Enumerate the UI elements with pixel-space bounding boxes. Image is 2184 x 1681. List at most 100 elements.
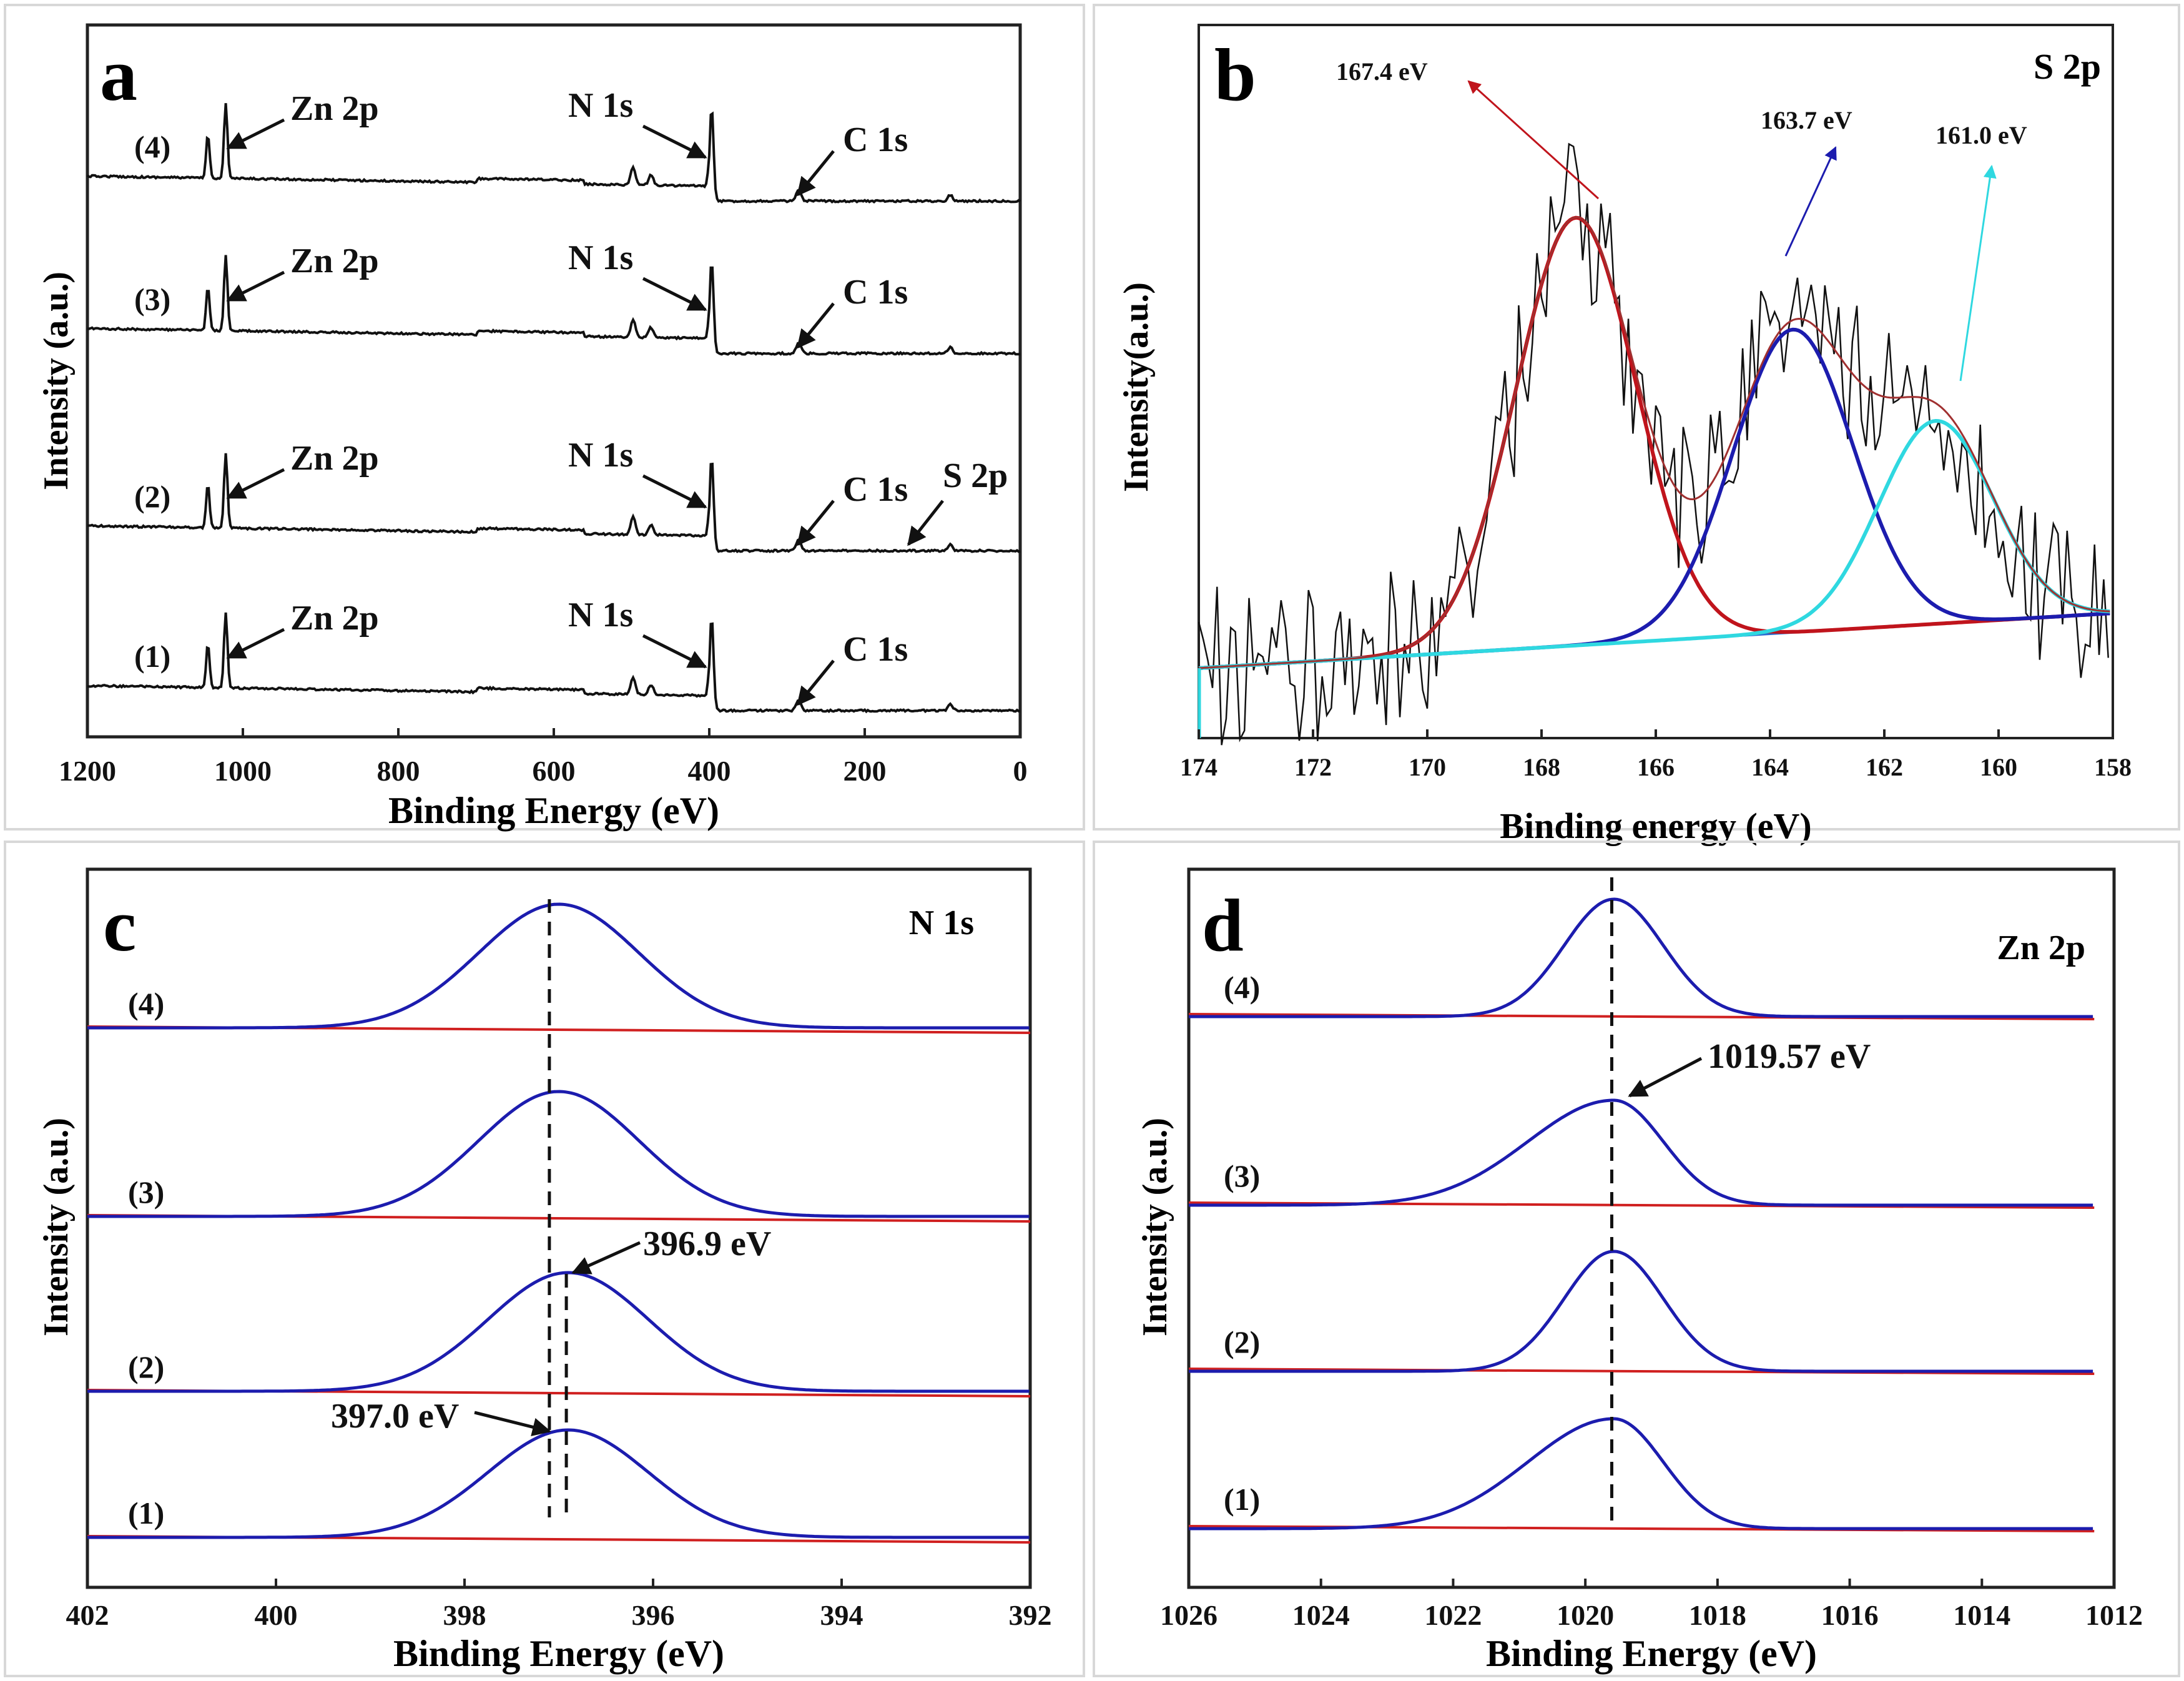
arrow-163 [1784, 146, 1837, 257]
x-tick-label: 1024 [1292, 1599, 1350, 1631]
panel-a-series [86, 103, 1021, 714]
panel-c-x-ticks: 402 400 398 396 394 392 [66, 1579, 1052, 1631]
panel-b-title: S 2p [2034, 46, 2101, 87]
arrow-c1s [797, 500, 835, 546]
x-tick-label: 164 [1751, 753, 1789, 781]
x-tick-label: 1016 [1821, 1599, 1879, 1631]
label-397-0: 397.0 eV [331, 1397, 459, 1436]
panel-b-curves: 167.4 eV 163.7 eV 161.0 eV [1198, 57, 2110, 746]
arrow-167 [1467, 80, 1600, 200]
label-1019-57: 1019.57 eV [1708, 1037, 1871, 1076]
label-n-1s: N 1s [568, 596, 633, 634]
label-163: 163.7 eV [1761, 106, 1852, 134]
x-tick-label: 170 [1409, 753, 1446, 781]
x-tick-label: 396 [632, 1599, 675, 1631]
arrow-s2p [907, 500, 944, 546]
raw-data-line [1198, 142, 2109, 746]
zn2p-curve [1189, 1250, 2093, 1373]
panel-d-title: Zn 2p [1997, 929, 2085, 967]
arrow-161 [1959, 164, 1997, 382]
panel-b-xlabel: Binding energy (eV) [1500, 806, 1811, 846]
panel-d-curves: (4) (3) (2) (1) 1019.57 eV [1188, 877, 2095, 1532]
label-n-1s: N 1s [568, 436, 633, 475]
arrow-397 [474, 1411, 551, 1437]
arrow-c1s [797, 150, 835, 197]
x-tick-label: 1020 [1557, 1599, 1614, 1631]
series-label: (2) [134, 479, 170, 514]
panel-a-annotations: (4) Zn 2p N 1s C 1s (3) Zn 2p N 1s C 1s (2) Zn 2p… [134, 86, 1008, 706]
label-zn-2p: Zn 2p [290, 599, 379, 638]
series-label: (3) [128, 1175, 164, 1210]
n1s-curve [87, 1428, 1030, 1539]
label-n-1s: N 1s [568, 86, 633, 125]
x-tick-label: 1000 [214, 755, 272, 787]
panel-a-ylabel: Intensity (a.u.) [37, 272, 76, 490]
panel-c-frame [4, 840, 1085, 1677]
label-n-1s: N 1s [568, 239, 633, 277]
panel-c-letter: c [103, 884, 136, 967]
baseline-red [1188, 1013, 2095, 1020]
survey-line-1 [87, 612, 1021, 714]
panel-d: d Zn 2p (4)(3)(2)(1)1019.57 eV 1026 1024 1… [1093, 840, 2180, 1677]
panel-d-x-ticks: 1026 1024 1022 1020 1018 1016 1014 1012 [1160, 1579, 2143, 1631]
panel-b-letter: b [1214, 33, 1256, 116]
arrow-c1s [797, 302, 835, 349]
x-tick-label: 398 [443, 1599, 486, 1631]
arrow-zn [226, 118, 285, 150]
label-zn-2p: Zn 2p [290, 242, 379, 280]
panel-c-curves: (4) (3) (2) (1) 396.9 eV 397.0 eV [87, 899, 1031, 1544]
x-tick-label: 394 [820, 1599, 863, 1631]
label-s-2p: S 2p [943, 456, 1008, 495]
envelope-line [1198, 216, 2110, 669]
arrow-1019 [1628, 1057, 1703, 1098]
panel-d-frame [1093, 840, 2180, 1677]
panel-a: a 1200 1000 800 600 400 200 0 (4) Zn 2p N 1s C 1s… [4, 4, 1085, 831]
series-label: (1) [134, 639, 170, 674]
n1s-curve [87, 1271, 1030, 1393]
x-tick-label: 1022 [1424, 1599, 1482, 1631]
panel-a-x-ticks: 1200 1000 800 600 400 200 0 [59, 728, 1028, 787]
survey-line-3 [87, 255, 1021, 357]
panel-d-ylabel: Intensity (a.u.) [1136, 1118, 1174, 1336]
arrow-n1s [642, 474, 707, 509]
x-tick-label: 400 [255, 1599, 298, 1631]
arrow-zn [226, 468, 285, 500]
label-c-1s: C 1s [843, 121, 908, 159]
fit-component-1 [1198, 327, 2110, 670]
x-tick-label: 166 [1637, 753, 1675, 781]
panel-b-ylabel: Intensity(a.u.) [1117, 282, 1156, 492]
x-tick-label: 402 [66, 1599, 109, 1631]
series-label: (4) [128, 986, 164, 1021]
x-tick-label: 162 [1866, 753, 1903, 781]
x-tick-label: 800 [377, 755, 420, 787]
x-tick-label: 400 [688, 755, 731, 787]
panel-b-frame [1093, 4, 2180, 831]
panel-c-title: N 1s [909, 904, 974, 942]
arrow-n1s [642, 124, 707, 159]
x-tick-label: 174 [1180, 753, 1217, 781]
baseline-red [1188, 1368, 2095, 1375]
x-tick-label: 392 [1009, 1599, 1052, 1631]
x-tick-label: 158 [2094, 753, 2132, 781]
zn2p-curve [1189, 1098, 2093, 1207]
label-zn-2p: Zn 2p [290, 89, 379, 128]
panel-c-plot-area [86, 867, 1032, 1589]
n1s-curve [87, 1090, 1030, 1218]
label-c-1s: C 1s [843, 630, 908, 669]
label-c-1s: C 1s [843, 273, 908, 312]
arrow-n1s [642, 277, 707, 312]
panel-d-xlabel: Binding Energy (eV) [1486, 1633, 1817, 1674]
label-c-1s: C 1s [843, 470, 908, 509]
panel-b-x-ticks: 174 172 170 168 166 164 162 160 158 [1180, 729, 2132, 781]
x-tick-label: 172 [1294, 753, 1332, 781]
series-label: (4) [1224, 970, 1260, 1005]
survey-line-2 [87, 453, 1021, 553]
arrow-zn [226, 270, 285, 302]
panel-a-xlabel: Binding Energy (eV) [388, 790, 719, 831]
x-tick-label: 1012 [2085, 1599, 2143, 1631]
x-tick-label: 160 [1980, 753, 2017, 781]
arrow-n1s [642, 634, 707, 669]
series-label: (1) [1224, 1482, 1260, 1517]
